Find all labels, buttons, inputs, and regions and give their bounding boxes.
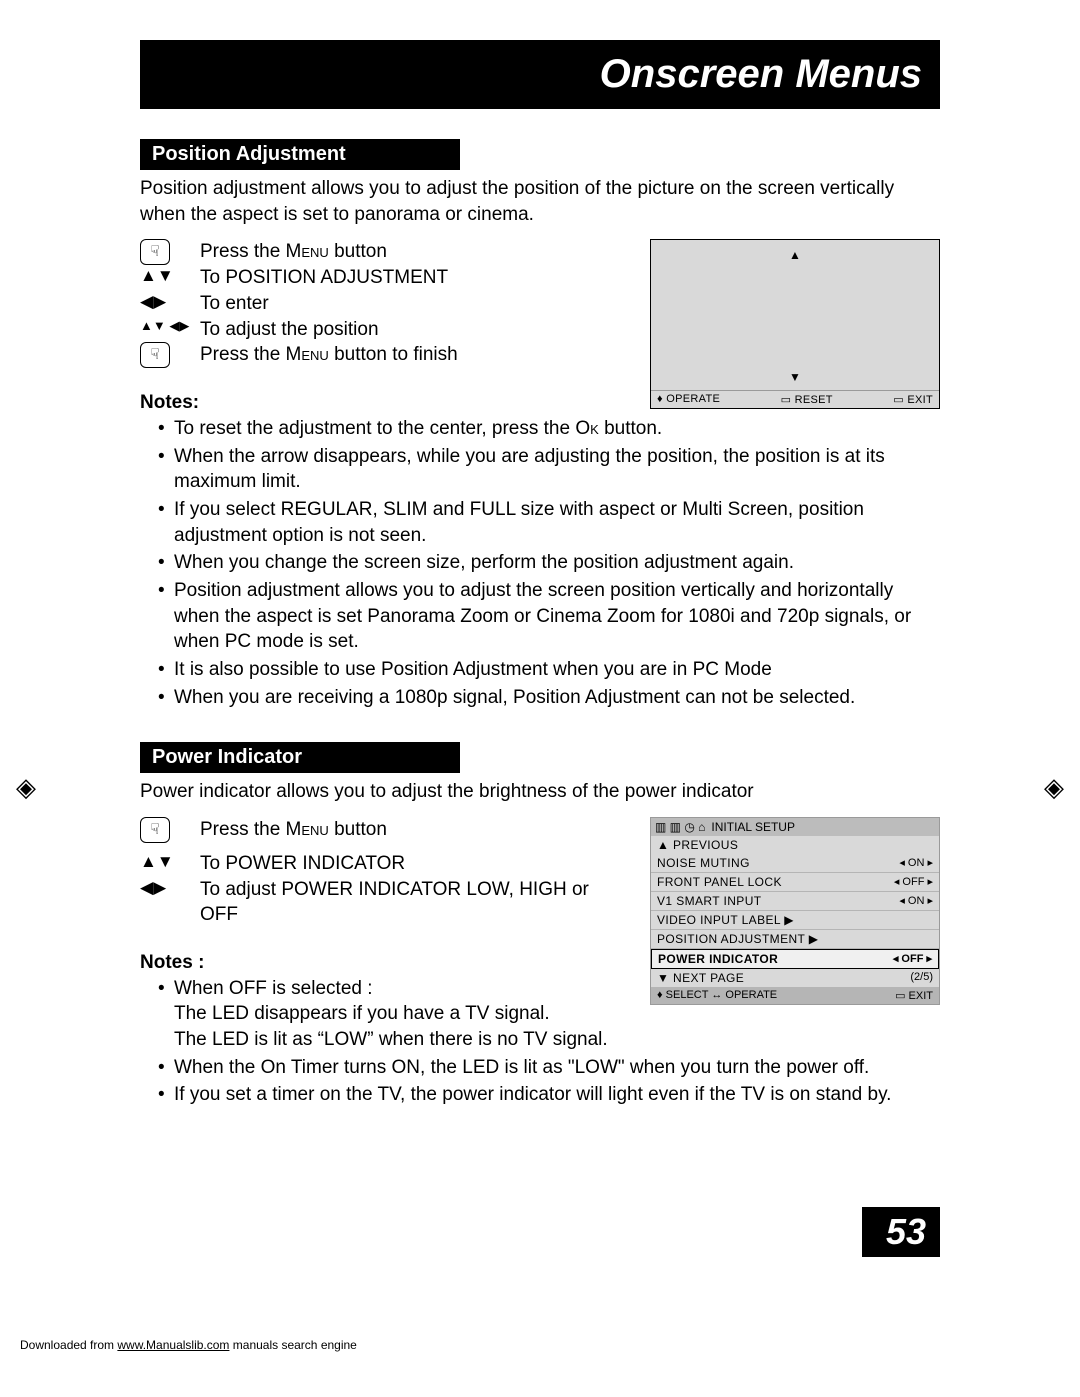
note-item: To reset the adjustment to the center, p… [158,416,940,442]
note-item: If you select REGULAR, SLIM and FULL siz… [158,497,940,548]
section1-steps: ☟ Press the Menu button ▲▼ To POSITION A… [140,239,630,368]
osd-row: V1 SMART INPUT◂ ON ▸ [651,892,939,911]
osd-menu-diagram: ▥ ▥ ◷ ⌂ INITIAL SETUP ▲ PREVIOUS NOISE M… [650,817,940,1005]
note-item: It is also possible to use Position Adju… [158,657,940,683]
arrows-icon: ▲▼ ◀▶ [140,317,190,335]
step-text: To POWER INDICATOR [200,851,405,877]
osd-reset-label: ▭ RESET [781,393,833,406]
step-text: To adjust POWER INDICATOR LOW, HIGH or O… [200,877,630,928]
section2-notes-list: When OFF is selected : The LED disappear… [140,976,630,1053]
osd-row: FRONT PANEL LOCK◂ OFF ▸ [651,873,939,892]
registration-mark-icon: ◈ [16,772,36,803]
note-item: When you are receiving a 1080p signal, P… [158,685,940,711]
step-text: Press the Menu button to finish [200,342,458,368]
footer-source: Downloaded from www.Manualslib.com manua… [20,1338,357,1352]
osd-exit-label: ▭ EXIT [893,393,933,406]
osd-row: VIDEO INPUT LABEL ▶ [651,911,939,930]
section-title-power: Power Indicator [140,742,460,773]
up-down-icon: ▲▼ [140,265,190,288]
left-right-icon: ◀▶ [140,291,190,314]
page-number: 53 [862,1207,940,1257]
section1-notes-list: To reset the adjustment to the center, p… [140,416,940,710]
section-title-position: Position Adjustment [140,139,460,170]
arrow-down-icon: ▼ [789,370,801,384]
hand-icon: ☟ [140,342,170,368]
osd-footer: ♦ SELECT ↔ OPERATE ▭ EXIT [651,987,939,1004]
arrow-up-icon: ▲ [789,248,801,262]
section1-intro: Position adjustment allows you to adjust… [140,176,940,227]
up-down-icon: ▲▼ [140,851,190,874]
page-banner: Onscreen Menus [140,40,940,109]
step-text: To adjust the position [200,317,379,343]
osd-tabs: ▥ ▥ ◷ ⌂ INITIAL SETUP [651,818,939,836]
notes-heading: Notes: [140,392,630,414]
step-text: Press the Menu button [200,817,387,843]
note-item: If you set a timer on the TV, the power … [158,1082,940,1108]
note-item: When OFF is selected : The LED disappear… [158,976,630,1053]
osd-row: NOISE MUTING◂ ON ▸ [651,854,939,873]
step-text: Press the Menu button [200,239,387,265]
osd-position-diagram: ▲ ▼ ♦ OPERATE ▭ RESET ▭ EXIT [650,239,940,409]
section2-steps: ☟ Press the Menu button ▲▼ To POWER INDI… [140,817,630,928]
section2-notes-list-cont: When the On Timer turns ON, the LED is l… [140,1055,940,1108]
step-text: To POSITION ADJUSTMENT [200,265,448,291]
osd-next: ▼ NEXT PAGE(2/5) [651,969,939,987]
note-item: Position adjustment allows you to adjust… [158,578,940,655]
osd-row-highlight: POWER INDICATOR◂ OFF ▸ [651,949,939,969]
section2-intro: Power indicator allows you to adjust the… [140,779,940,805]
notes-heading: Notes : [140,952,630,974]
note-item: When the On Timer turns ON, the LED is l… [158,1055,940,1081]
hand-icon: ☟ [140,817,170,843]
registration-mark-icon: ◈ [1044,772,1064,803]
note-item: When you change the screen size, perform… [158,550,940,576]
note-item: When the arrow disappears, while you are… [158,444,940,495]
osd-prev: ▲ PREVIOUS [651,836,939,854]
step-text: To enter [200,291,269,317]
left-right-icon: ◀▶ [140,877,190,900]
osd-row: POSITION ADJUSTMENT ▶ [651,930,939,949]
hand-icon: ☟ [140,239,170,265]
osd-operate-label: ♦ OPERATE [657,393,720,406]
